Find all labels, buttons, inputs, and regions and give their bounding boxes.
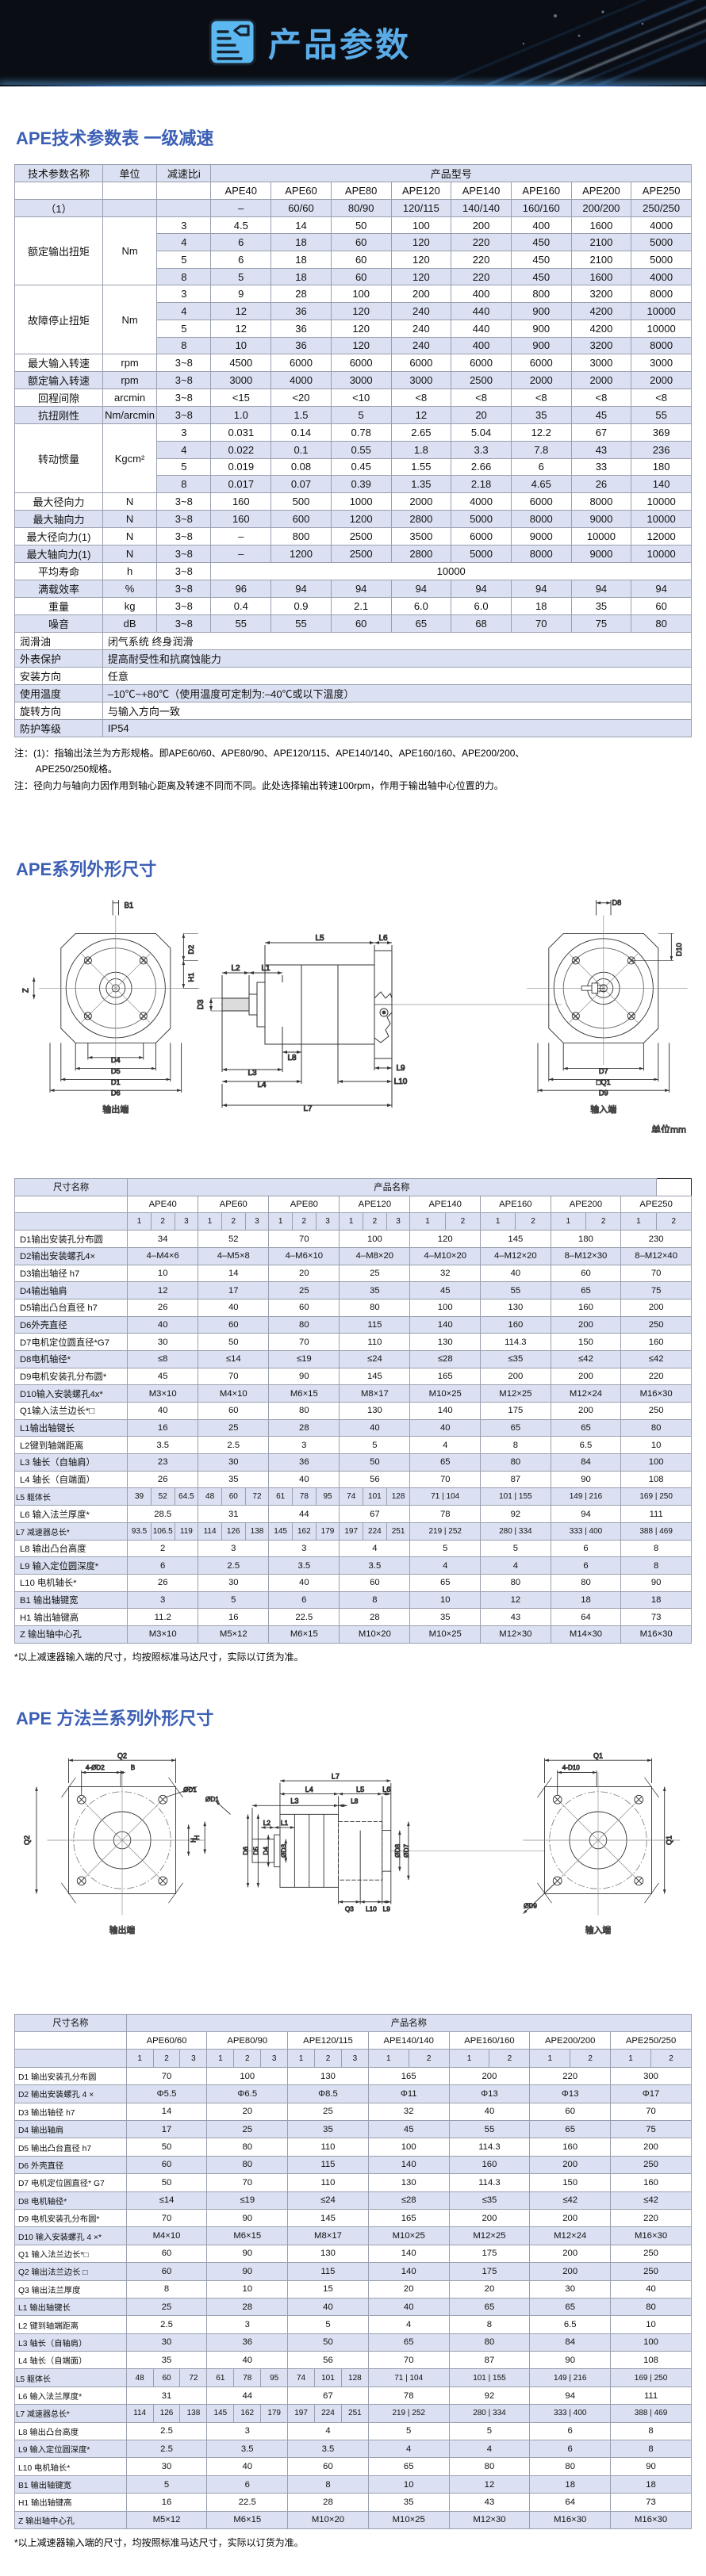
svg-text:ØD1: ØD1 [183, 1786, 197, 1793]
svg-text:单位mm: 单位mm [651, 1123, 686, 1133]
svg-text:D4: D4 [111, 1056, 121, 1064]
svg-text:D6: D6 [111, 1089, 121, 1097]
svg-text:D10: D10 [675, 943, 683, 956]
svg-text:H: H [194, 1835, 201, 1839]
svg-text:Q2: Q2 [23, 1835, 31, 1845]
svg-text:D2: D2 [187, 945, 195, 955]
svg-text:L8: L8 [351, 1797, 359, 1805]
svg-text:L8: L8 [287, 1054, 297, 1062]
svg-text:B1: B1 [124, 901, 133, 910]
svg-text:L7: L7 [303, 1104, 313, 1113]
svg-text:D7: D7 [599, 1067, 608, 1075]
svg-text:D5: D5 [111, 1067, 121, 1075]
svg-text:Q2: Q2 [117, 1751, 127, 1759]
svg-text:L5: L5 [356, 1786, 364, 1793]
svg-text:D3: D3 [197, 999, 205, 1009]
svg-text:L10: L10 [394, 1077, 408, 1086]
svg-text:输出端: 输出端 [109, 1924, 136, 1935]
svg-text:L9: L9 [396, 1064, 405, 1073]
svg-text:B: B [131, 1764, 135, 1771]
svg-text:L6: L6 [382, 1786, 390, 1793]
svg-text:Q1: Q1 [593, 1751, 603, 1759]
svg-text:L4: L4 [305, 1786, 313, 1793]
svg-text:D6: D6 [242, 1846, 249, 1854]
svg-text:Z: Z [21, 988, 30, 993]
svg-text:L3: L3 [247, 1069, 257, 1077]
svg-text:D1: D1 [111, 1078, 121, 1086]
svg-text:ØD9: ØD9 [524, 1902, 537, 1909]
svg-text:L9: L9 [383, 1905, 391, 1912]
svg-text:输出端: 输出端 [102, 1104, 129, 1115]
svg-text:Q1: Q1 [666, 1835, 673, 1845]
svg-text:D4: D4 [263, 1846, 270, 1854]
svg-text:L1: L1 [261, 964, 271, 973]
svg-text:L4: L4 [257, 1081, 267, 1089]
svg-text:L10: L10 [366, 1905, 377, 1912]
svg-text:L3: L3 [290, 1797, 298, 1805]
svg-text:D5: D5 [252, 1846, 259, 1854]
svg-text:□Q1: □Q1 [597, 1078, 611, 1086]
svg-text:4-ØD2: 4-ØD2 [86, 1764, 105, 1771]
svg-text:输入端: 输入端 [585, 1924, 612, 1935]
svg-text:输入端: 输入端 [590, 1104, 616, 1115]
svg-text:Q3: Q3 [345, 1905, 354, 1912]
svg-text:L1: L1 [281, 1820, 289, 1827]
svg-text:L2: L2 [231, 964, 240, 973]
svg-text:D9: D9 [599, 1089, 608, 1097]
svg-text:ØD1: ØD1 [205, 1795, 219, 1802]
svg-text:ØD7: ØD7 [403, 1843, 410, 1857]
svg-text:L5: L5 [315, 934, 324, 943]
svg-text:L6: L6 [378, 934, 388, 943]
svg-text:L7: L7 [332, 1772, 340, 1780]
svg-text:D8: D8 [612, 899, 621, 907]
svg-text:H1: H1 [187, 973, 195, 982]
svg-text:ØD8: ØD8 [394, 1843, 401, 1857]
svg-text:ØD3: ØD3 [280, 1843, 287, 1857]
svg-text:L2: L2 [263, 1820, 271, 1827]
svg-text:4-D10: 4-D10 [562, 1764, 581, 1771]
